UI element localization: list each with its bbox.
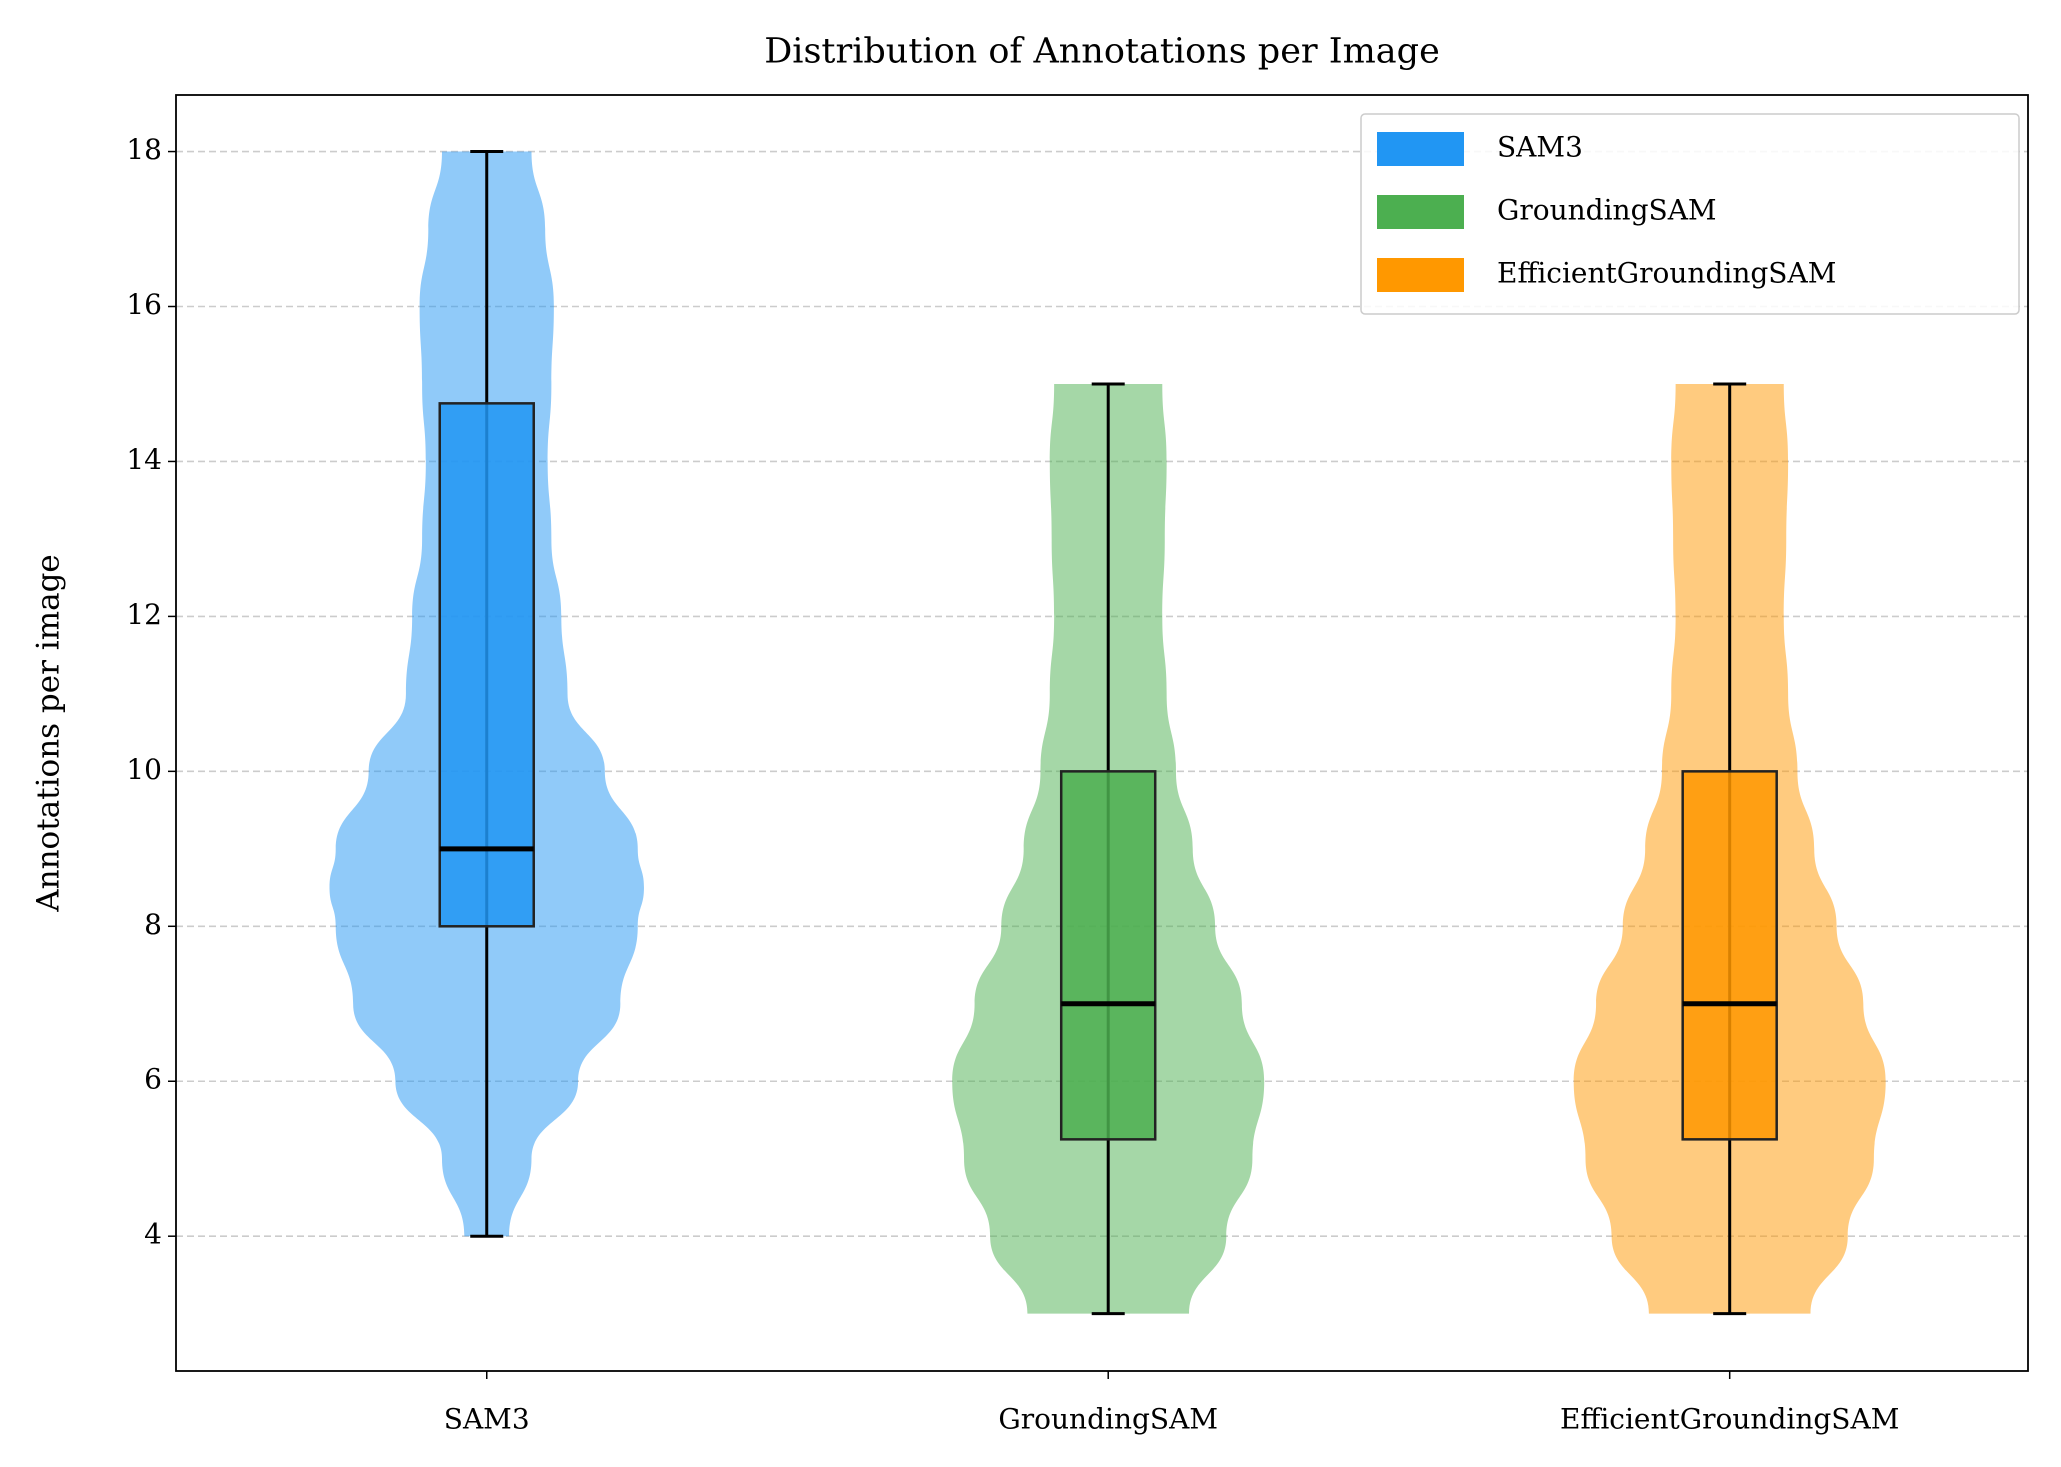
x-tick-label: GroundingSAM [998,1403,1218,1436]
legend-label: SAM3 [1497,131,1583,164]
y-tick-label: 16 [126,288,162,321]
legend-swatch [1377,258,1464,292]
box [438,402,535,928]
x-tick-label: SAM3 [444,1403,530,1436]
box [1059,770,1157,1141]
plot-frame [175,94,2029,1372]
box [1681,770,1778,1141]
legend-swatch [1377,195,1464,229]
y-tick-label: 14 [126,443,162,476]
y-tick-label: 18 [126,133,162,166]
legend-frame [1360,113,2020,315]
legend: SAM3 GroundingSAM EfficientGroundingSAM [1360,113,2020,315]
y-tick-label: 6 [144,1063,162,1096]
x-tick-label: EfficientGroundingSAM [1560,1403,1899,1436]
y-axis-label: Annotations per image [31,554,67,913]
chart-title: Distribution of Annotations per Image [764,32,1440,72]
legend-swatch [1377,132,1464,166]
y-tick-label: 4 [144,1218,162,1251]
y-tick-label: 8 [144,908,162,941]
legend-label: EfficientGroundingSAM [1497,257,1836,290]
y-tick-label: 10 [126,753,162,786]
y-tick-label: 12 [126,598,162,631]
legend-label: GroundingSAM [1497,194,1717,227]
